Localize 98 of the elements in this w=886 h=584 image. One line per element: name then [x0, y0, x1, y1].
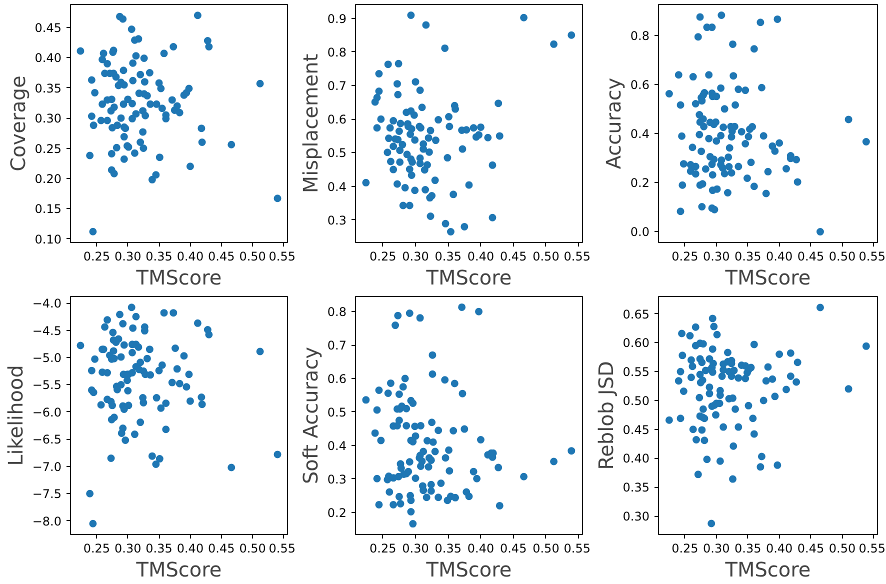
y-tick-label: 0.30: [34, 112, 62, 126]
x-tick-label: 0.55: [858, 542, 886, 556]
y-tick-label: 0.5: [327, 146, 347, 160]
y-axis-title: Soft Accuracy: [298, 346, 322, 484]
y-tick-label: 0.4: [630, 127, 650, 142]
x-tick-label: 0.30: [402, 250, 429, 264]
x-tick-label: 0.50: [532, 250, 560, 264]
y-tick-label: 0.9: [327, 12, 347, 26]
x-tick-label: 0.55: [858, 250, 886, 264]
x-tick-label: 0.25: [672, 250, 698, 264]
x-tick-label: 0.50: [828, 250, 856, 264]
x-tick-label: 0.25: [370, 250, 396, 264]
y-tick-label: 0.45: [34, 20, 62, 35]
y-tick-label: −8.0: [32, 514, 62, 528]
y-tick-label: −4.5: [32, 324, 62, 338]
y-tick-label: −7.5: [32, 487, 62, 502]
y-tick-label: −5.5: [32, 378, 62, 392]
y-tick-label: 0.50: [622, 394, 650, 408]
x-tick-label: 0.40: [176, 250, 204, 264]
x-axis-title: TMScore: [425, 266, 512, 290]
y-tick-label: 0.8: [630, 29, 650, 44]
y-tick-label: 0.35: [34, 81, 62, 96]
y-tick-label: 0.10: [34, 232, 62, 246]
y-tick-label: 0.35: [622, 480, 650, 495]
y-axis-title: Misplacement: [298, 54, 322, 194]
x-tick-label: 0.55: [268, 250, 296, 264]
y-tick-label: −7.0: [32, 460, 62, 474]
x-tick-label: 0.35: [734, 250, 762, 264]
x-tick-label: 0.45: [500, 542, 527, 556]
y-tick-label: 0.55: [622, 365, 650, 380]
x-tick-label: 0.50: [828, 542, 856, 556]
y-axis-title: Accuracy: [601, 78, 626, 170]
x-tick-label: 0.35: [146, 542, 172, 556]
x-tick-label: 0.30: [114, 250, 142, 264]
y-tick-label: 0.30: [622, 510, 650, 524]
x-tick-label: 0.25: [672, 542, 698, 556]
x-tick-label: 0.45: [797, 542, 824, 556]
y-tick-label: 0.65: [622, 307, 650, 322]
x-tick-label: 0.30: [703, 542, 730, 556]
x-tick-label: 0.45: [208, 542, 235, 556]
x-tick-label: 0.30: [114, 542, 142, 556]
y-tick-label: 0.40: [622, 452, 650, 466]
x-tick-label: 0.40: [766, 542, 793, 556]
y-tick-label: 0.2: [327, 506, 347, 520]
x-axis-title: TMScore: [724, 266, 811, 290]
y-tick-label: 0.4: [327, 438, 347, 453]
y-tick-label: 0.3: [327, 213, 347, 228]
y-tick-label: 0.7: [327, 338, 347, 353]
x-tick-label: 0.45: [797, 250, 824, 264]
y-tick-label: −6.0: [32, 405, 62, 420]
y-tick-label: 0.3: [327, 472, 347, 486]
y-axis-title: Reblob JSD: [594, 361, 618, 470]
y-tick-label: 0.2: [630, 176, 650, 190]
y-tick-label: 0.60: [622, 336, 650, 350]
x-tick-label: 0.40: [766, 250, 793, 264]
x-axis-title: TMScore: [425, 558, 512, 582]
x-tick-label: 0.45: [208, 250, 235, 264]
y-axis-title: Likelihood: [3, 365, 28, 466]
x-tick-label: 0.55: [268, 542, 296, 556]
y-tick-label: 0.20: [34, 172, 62, 186]
y-tick-label: 0.40: [34, 51, 62, 66]
y-axis-title: Coverage: [6, 76, 30, 172]
x-tick-label: 0.40: [176, 542, 204, 556]
y-tick-label: 0.8: [327, 305, 347, 320]
y-tick-label: 0.6: [327, 112, 347, 127]
x-tick-label: 0.25: [83, 250, 110, 264]
x-tick-label: 0.55: [564, 250, 590, 264]
x-tick-label: 0.35: [434, 542, 462, 556]
y-tick-label: 0.5: [327, 405, 347, 420]
y-tick-label: 0.0: [630, 225, 650, 240]
y-tick-label: −4.0: [32, 296, 62, 311]
x-axis-title: TMScore: [724, 558, 811, 582]
y-tick-label: 0.4: [327, 180, 347, 194]
x-axis-title: TMScore: [135, 558, 222, 582]
y-tick-label: 0.8: [327, 45, 347, 60]
x-tick-label: 0.50: [239, 250, 266, 264]
x-tick-label: 0.50: [239, 542, 266, 556]
y-tick-label: −6.5: [32, 432, 62, 447]
y-tick-label: 0.6: [630, 78, 650, 92]
y-tick-label: 0.45: [622, 422, 650, 437]
x-tick-label: 0.40: [467, 542, 494, 556]
x-tick-label: 0.25: [83, 542, 110, 556]
x-tick-label: 0.50: [532, 542, 560, 556]
x-tick-label: 0.25: [370, 542, 396, 556]
x-tick-label: 0.35: [146, 250, 172, 264]
y-tick-label: 0.15: [34, 202, 62, 216]
x-axis-title: TMScore: [135, 266, 222, 290]
y-tick-label: 0.25: [34, 142, 62, 156]
y-tick-label: 0.6: [327, 372, 347, 386]
x-tick-label: 0.55: [564, 542, 590, 556]
x-tick-label: 0.35: [734, 542, 762, 556]
y-tick-label: 0.7: [327, 79, 347, 94]
x-tick-label: 0.30: [402, 542, 429, 556]
x-tick-label: 0.40: [467, 250, 494, 264]
x-tick-label: 0.30: [703, 250, 730, 264]
x-tick-label: 0.35: [434, 250, 462, 264]
x-tick-label: 0.45: [500, 250, 527, 264]
y-tick-label: −5.0: [32, 351, 62, 365]
